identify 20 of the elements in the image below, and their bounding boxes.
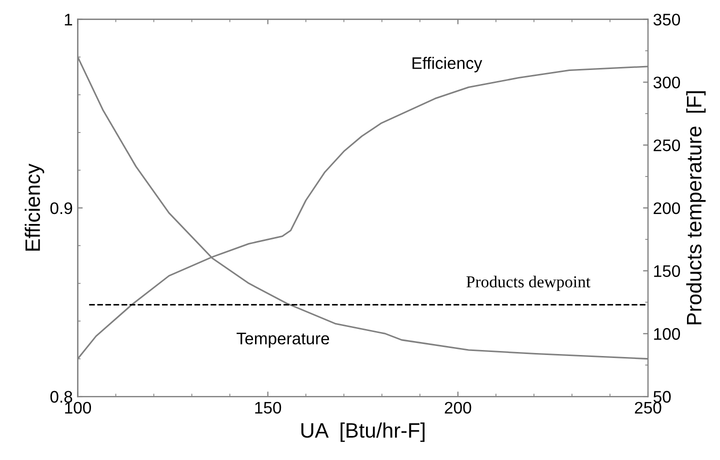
y-tick-label: 0.8 <box>50 390 72 403</box>
x-tick-label: 100 <box>65 402 92 414</box>
y2-tick-label: 200 <box>654 202 680 214</box>
y2-tick-label: 350 <box>653 14 680 26</box>
y-tick-label: 1 <box>64 14 72 26</box>
y2-tick-label: 150 <box>654 265 680 277</box>
x-tick-label: 250 <box>634 402 662 414</box>
y2-axis-title: Products temperature [F] <box>686 91 706 324</box>
x-tick-label: 150 <box>255 402 282 414</box>
x-tick-label: 200 <box>444 402 472 414</box>
ref-line-label: Products dewpoint <box>466 276 590 291</box>
y2-tick-label: 250 <box>654 139 680 152</box>
y-tick-label: 0.9 <box>50 202 72 214</box>
y2-tick-label: 100 <box>654 328 680 340</box>
annotation: Efficiency <box>412 56 482 72</box>
y-axis-title: Efficiency <box>24 164 44 251</box>
y2-tick-label: 50 <box>654 390 671 403</box>
x-axis-title: UA [Btu/hr-F] <box>301 422 424 442</box>
annotation: Temperature <box>236 332 330 348</box>
y2-tick-label: 300 <box>653 76 680 88</box>
